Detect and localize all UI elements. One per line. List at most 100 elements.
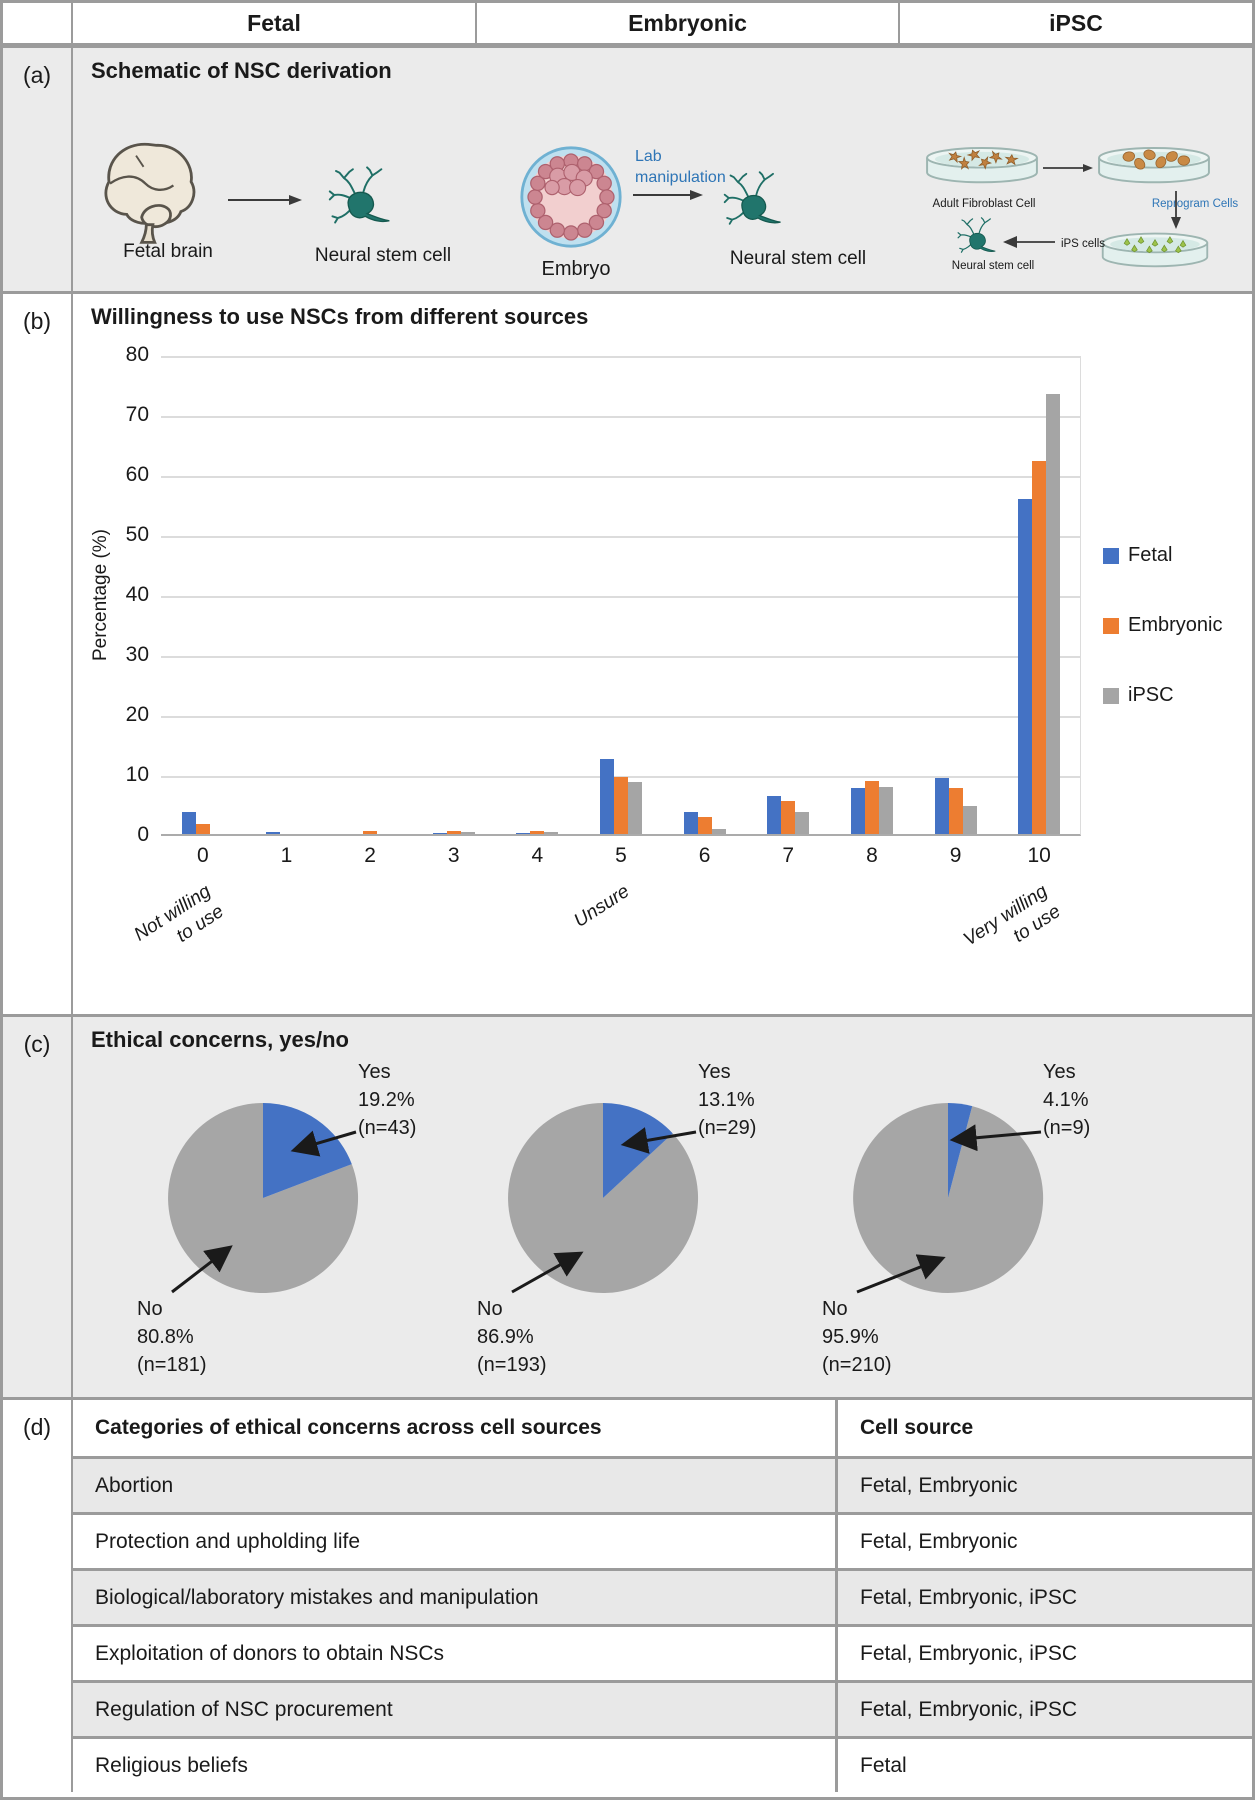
bar-fetal-1 <box>265 831 280 834</box>
bar-ipsc-6 <box>711 828 726 834</box>
fetal-brain-label: Fetal brain <box>123 241 213 262</box>
yes-arrow-icon <box>620 1127 697 1154</box>
pie-row: Ethical concerns, yes/no Yes 19.2% (n=43) … <box>73 1017 1252 1397</box>
y-tick-70: 70 <box>125 403 149 426</box>
source-cell: Fetal <box>838 1739 1252 1792</box>
fetal-nsc-label: Neural stem cell <box>314 245 452 266</box>
reprogram-dish-icon <box>1098 146 1210 184</box>
bar-fetal-8 <box>850 788 865 834</box>
panel-b: (b) Willingness to use NSCs from differe… <box>3 294 1252 1017</box>
x-tick-9: 9 <box>949 844 962 867</box>
pie-no-label: No 95.9% (n=210) <box>822 1298 892 1376</box>
x-tick-3: 3 <box>447 844 460 867</box>
panel-c-title: Ethical concerns, yes/no <box>91 1027 349 1052</box>
no-arrow-icon <box>171 1245 233 1294</box>
bar-ipsc-4 <box>544 831 559 834</box>
x-tick-6: 6 <box>698 844 711 867</box>
pie-yes-label: Yes 13.1% (n=29) <box>698 1061 757 1139</box>
y-tick-20: 20 <box>125 703 149 726</box>
legend-swatch-icon <box>1103 687 1119 704</box>
bar-fetal-10 <box>1018 499 1033 834</box>
legend-swatch-icon <box>1103 617 1119 634</box>
pie-yes-label: Yes 4.1% (n=9) <box>1043 1061 1091 1139</box>
panel-a-label: (a) <box>3 48 73 291</box>
bar-fetal-3 <box>432 832 447 834</box>
pie-svg-fetal <box>168 1103 359 1294</box>
x-annotation-5: Unsure <box>570 880 633 932</box>
legend-swatch-icon <box>1103 547 1119 564</box>
x-tick-4: 4 <box>531 844 544 867</box>
pie-group-fetal: Yes 19.2% (n=43) No 80.8% (n=181) <box>133 1052 483 1392</box>
source-cell: Fetal, Embryonic, iPSC <box>838 1683 1252 1736</box>
pie-slice-no <box>853 1103 1044 1293</box>
panel-b-title: Willingness to use NSCs from different s… <box>91 304 589 329</box>
ethical-concerns-table: Categories of ethical concerns across ce… <box>73 1400 1252 1792</box>
bar-fetal-5 <box>600 759 614 834</box>
bar-embryonic-3 <box>446 831 461 834</box>
table-header-cell-source: Cell source <box>838 1400 1252 1456</box>
header-spacer <box>3 3 73 43</box>
x-annotation-10: Very willing to use <box>959 880 1065 951</box>
panel-a-title: Schematic of NSC derivation <box>91 58 392 83</box>
embryonic-nsc-label: Neural stem cell <box>729 248 867 269</box>
panel-c: (c) Ethical concerns, yes/no Yes 19.2% (n=… <box>3 1017 1252 1400</box>
pie-yes-label: Yes 19.2% (n=43) <box>358 1061 417 1139</box>
bar-plot: 0 10 20 30 40 50 60 70 80 0 1 2 3 4 5 6 7 8 9 10 Not willi… <box>126 343 1081 950</box>
bar-embryonic-6 <box>697 816 712 834</box>
panel-b-label: (b) <box>3 294 73 1014</box>
x-tick-0: 0 <box>196 844 209 867</box>
source-cell: Fetal, Embryonic, iPSC <box>838 1571 1252 1624</box>
concern-cell: Biological/laboratory mistakes and manip… <box>73 1571 835 1624</box>
embryo-label: Embryo <box>541 258 611 280</box>
bar-ipsc-8 <box>878 787 893 834</box>
embryonic-arrow-icon <box>633 190 703 200</box>
bar-fetal-7 <box>767 796 782 834</box>
bar-embryonic-8 <box>864 780 879 834</box>
fetal-neuron-icon <box>328 166 391 224</box>
concern-cell: Exploitation of donors to obtain NSCs <box>73 1627 835 1680</box>
y-tick-80: 80 <box>125 343 149 366</box>
pie-slice-no <box>508 1103 699 1293</box>
x-tick-8: 8 <box>866 844 878 867</box>
ipsc-dish-icon <box>1101 232 1209 268</box>
ipsc-neuron-icon <box>957 217 996 253</box>
pie-no-label: No 80.8% (n=181) <box>137 1298 207 1376</box>
bar-fetal-4 <box>516 832 531 834</box>
yes-arrow-icon <box>290 1130 357 1157</box>
bar-ipsc-3 <box>460 831 475 834</box>
chart-legend: Fetal Embryonic iPSC <box>1103 544 1222 754</box>
lab-manipulation-label: Lab manipulation <box>635 148 726 186</box>
x-tick-1: 1 <box>280 844 293 867</box>
fibroblast-dish-label: Adult Fibroblast Cell <box>932 198 1036 210</box>
bar-embryonic-0 <box>195 824 210 834</box>
yes-arrow-icon <box>949 1124 1042 1152</box>
y-tick-40: 40 <box>125 583 149 606</box>
source-cell: Fetal, Embryonic <box>838 1459 1252 1512</box>
legend-label: Embryonic <box>1128 614 1223 636</box>
x-tick-7: 7 <box>782 844 795 867</box>
bar-fetal-0 <box>181 812 196 834</box>
column-header-row: Fetal Embryonic iPSC <box>3 3 1252 48</box>
column-header-embryonic: Embryonic <box>477 3 900 43</box>
source-cell: Fetal, Embryonic <box>838 1515 1252 1568</box>
fibroblast-dish-icon <box>926 146 1038 184</box>
x-tick-10: 10 <box>1027 844 1051 867</box>
bar-embryonic-10 <box>1032 461 1047 834</box>
concern-cell: Religious beliefs <box>73 1739 835 1792</box>
embryonic-neuron-icon <box>723 171 782 225</box>
concern-cell: Abortion <box>73 1459 835 1512</box>
panel-a: (a) Schematic of NSC derivation Fetal br… <box>3 48 1252 294</box>
embryo-icon <box>520 146 622 248</box>
y-tick-50: 50 <box>125 523 149 546</box>
bar-embryonic-9 <box>948 787 963 834</box>
panel-d-label: (d) <box>3 1400 73 1792</box>
table-header-categories: Categories of ethical concerns across ce… <box>73 1400 835 1456</box>
x-tick-5: 5 <box>615 844 627 867</box>
x-annotation-0: Not willing to use <box>130 880 228 947</box>
pie-svg-ipsc <box>853 1102 1044 1294</box>
pie-no-label: No 86.9% (n=193) <box>477 1298 547 1376</box>
column-header-fetal: Fetal <box>73 3 477 43</box>
fetal-brain-icon <box>104 142 196 244</box>
legend-item-ipsc: iPSC <box>1103 684 1222 707</box>
